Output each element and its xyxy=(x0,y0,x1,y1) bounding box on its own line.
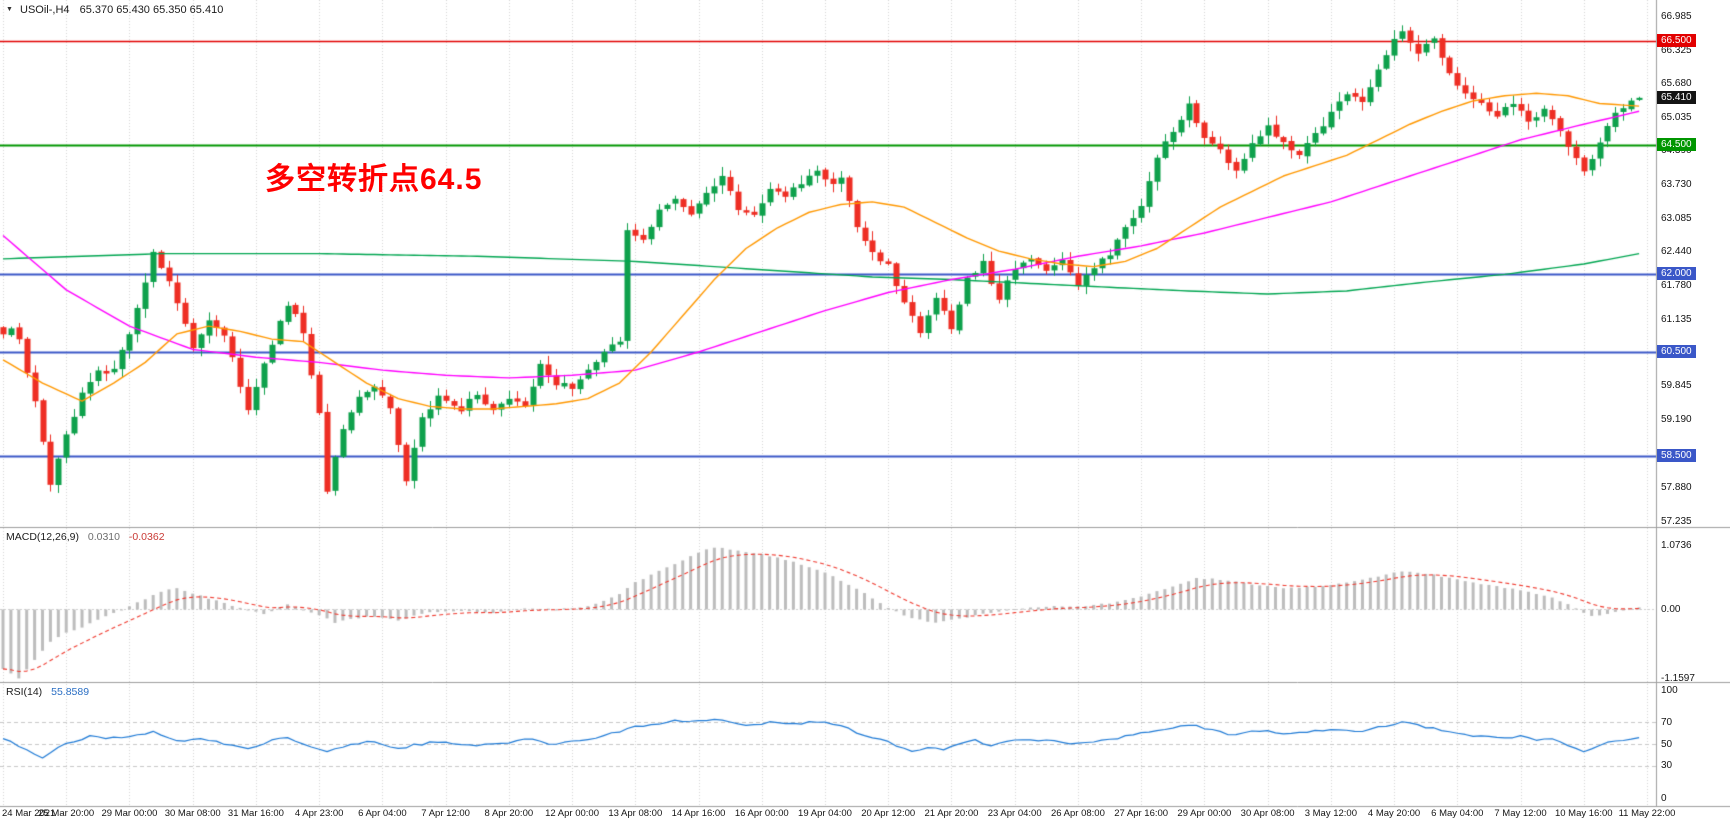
mt4-chart-window: ▼ USOil-,H4 65.370 65.430 65.350 65.410 … xyxy=(0,0,1730,826)
chart-canvas[interactable] xyxy=(0,0,1730,826)
